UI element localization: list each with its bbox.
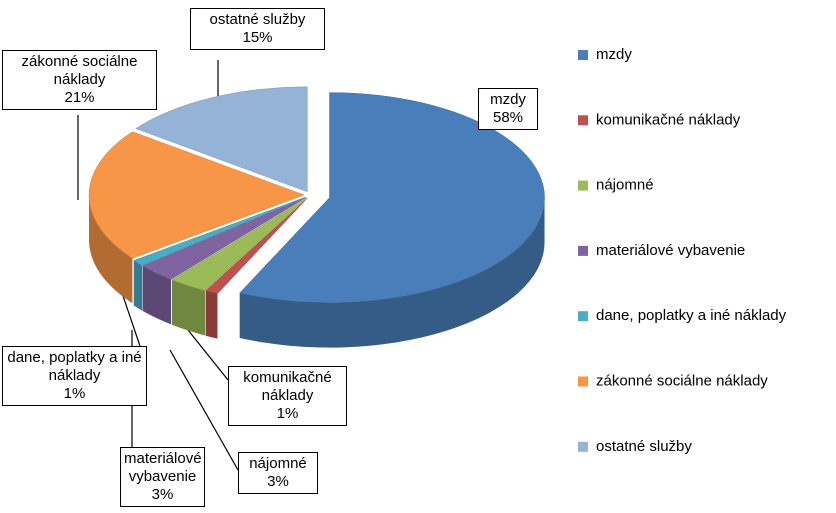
slice-side	[239, 197, 545, 348]
slice-side	[171, 279, 205, 336]
legend-marker	[578, 441, 588, 452]
legend-marker	[578, 180, 588, 191]
legend: mzdy komunikačné náklady nájomné materiálov…	[578, 46, 787, 455]
slice-side	[142, 265, 172, 325]
slice	[135, 86, 308, 193]
data-label-value: 3%	[151, 486, 174, 503]
data-label: mzdy 58%	[478, 88, 538, 130]
legend-marker	[578, 115, 588, 126]
data-label-value: 58%	[492, 109, 524, 126]
slice-side	[89, 195, 133, 304]
slice	[205, 198, 308, 294]
legend-label: zákonné sociálne náklady	[596, 372, 768, 389]
slice	[141, 197, 306, 280]
data-label: ostatné služby 15%	[190, 8, 325, 50]
data-label: materiálové vybavenie 3%	[120, 447, 205, 507]
legend-label: komunikačné náklady	[596, 111, 741, 128]
slice	[88, 131, 305, 259]
slice	[171, 197, 307, 291]
slice-sides	[89, 195, 545, 348]
slice-side	[205, 290, 218, 339]
legend-marker	[578, 311, 588, 322]
data-label: zákonné sociálne náklady 21%	[2, 50, 157, 110]
data-label-value: 3%	[267, 473, 289, 490]
slice	[239, 92, 545, 303]
data-label-value: 21%	[64, 89, 95, 106]
data-label: nájomné 3%	[238, 452, 318, 494]
data-label-name: mzdy	[490, 91, 526, 108]
data-label-value: 1%	[63, 385, 86, 402]
data-label-name: komunikačné náklady	[243, 369, 332, 404]
data-label-name: ostatné služby	[209, 11, 306, 28]
legend-label: nájomné	[596, 177, 654, 194]
data-label-value: 15%	[242, 29, 273, 46]
legend-marker	[578, 376, 588, 387]
data-label-name: nájomné	[249, 455, 307, 472]
legend-label: mzdy	[596, 46, 632, 63]
data-label-name: dane, poplatky a iné náklady	[7, 349, 142, 384]
legend-marker	[578, 50, 588, 60]
legend-label: materiálové vybavenie	[596, 242, 745, 259]
legend-marker	[578, 245, 588, 256]
data-label-value: 1%	[276, 405, 299, 422]
data-label-name: materiálové vybavenie	[124, 450, 202, 485]
slice	[133, 197, 306, 266]
data-label-name: zákonné sociálne náklady	[21, 53, 138, 88]
legend-label: dane, poplatky a iné náklady	[596, 307, 787, 324]
data-label: dane, poplatky a iné náklady 1%	[2, 346, 147, 406]
legend-label: ostatné služby	[596, 438, 692, 455]
slice-tops	[88, 86, 545, 303]
slice-side	[133, 260, 143, 311]
data-label: komunikačné náklady 1%	[228, 366, 347, 426]
